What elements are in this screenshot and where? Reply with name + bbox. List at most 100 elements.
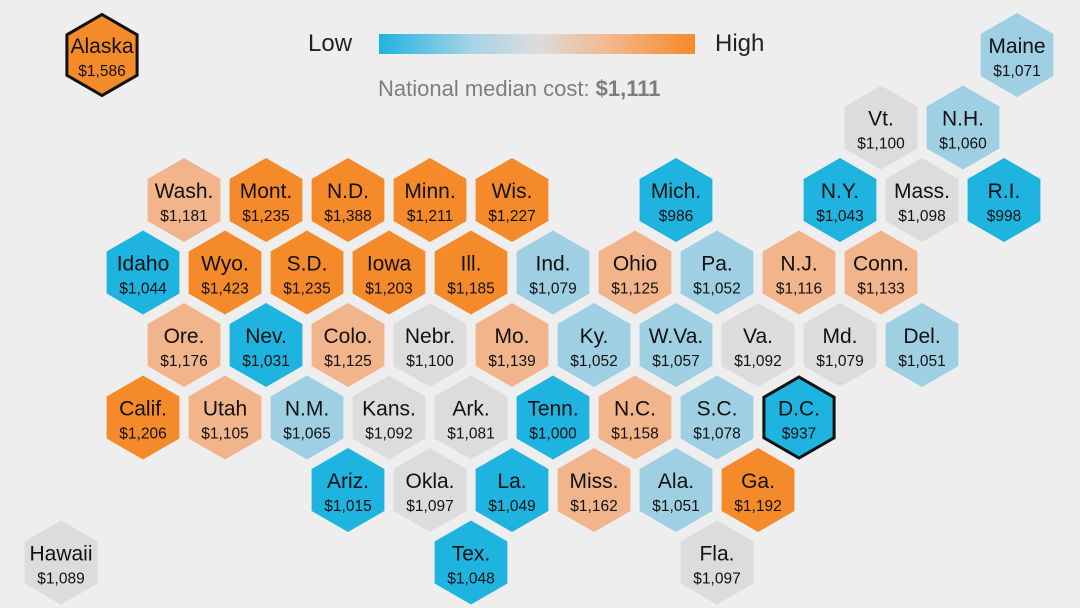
state-name-calif: Calif. <box>119 398 167 421</box>
hex-shape-minn <box>393 158 467 242</box>
hex-shape-calif <box>106 375 180 460</box>
state-hex-mont: Mont. $1,235 <box>229 158 303 242</box>
hex-shape-conn <box>844 230 918 315</box>
state-hex-r-i: R.I. $998 <box>967 158 1041 242</box>
state-hex-ohio: Ohio $1,125 <box>598 230 672 315</box>
state-hex-ga: Ga. $1,192 <box>721 448 795 532</box>
state-name-ariz: Ariz. <box>327 470 369 493</box>
state-cost-ind: $1,079 <box>529 281 576 298</box>
national-median: National median cost: $1,111 <box>378 76 661 102</box>
state-cost-utah: $1,105 <box>201 426 248 443</box>
state-hex-n-d: N.D. $1,388 <box>311 158 385 242</box>
state-name-ind: Ind. <box>535 253 570 276</box>
state-hex-mass: Mass. $1,098 <box>885 158 959 242</box>
state-name-iowa: Iowa <box>367 253 412 276</box>
state-name-s-c: S.C. <box>697 398 738 421</box>
state-name-md: Md. <box>822 325 857 348</box>
state-name-wis: Wis. <box>492 180 533 203</box>
hex-shape-md <box>803 303 877 387</box>
state-cost-w-va: $1,057 <box>652 353 699 370</box>
state-name-minn: Minn. <box>404 180 455 203</box>
median-value: $1,111 <box>595 76 661 101</box>
state-hex-utah: Utah $1,105 <box>188 375 262 460</box>
state-name-ala: Ala. <box>658 470 694 493</box>
state-cost-ga: $1,192 <box>734 498 781 515</box>
state-name-n-m: N.M. <box>285 398 329 421</box>
state-name-n-y: N.Y. <box>821 180 859 203</box>
state-cost-r-i: $998 <box>987 208 1021 225</box>
state-cost-ore: $1,176 <box>160 353 207 370</box>
state-name-mo: Mo. <box>494 325 529 348</box>
state-cost-idaho: $1,044 <box>119 281 167 298</box>
state-hex-ala: Ala. $1,051 <box>639 448 713 532</box>
state-cost-nev: $1,031 <box>242 353 289 370</box>
state-hex-d-c: D.C. $937 <box>762 375 836 460</box>
state-name-va: Va. <box>743 325 773 348</box>
state-cost-la: $1,049 <box>488 498 535 515</box>
hex-shape-utah <box>188 375 262 460</box>
legend-low-label: Low <box>308 30 353 57</box>
state-name-la: La. <box>497 470 526 493</box>
state-cost-ohio: $1,125 <box>611 281 658 298</box>
state-hex-vt: Vt. $1,100 <box>844 85 918 170</box>
state-cost-tex: $1,048 <box>447 571 494 588</box>
state-cost-ala: $1,051 <box>652 498 699 515</box>
hex-shape-ark <box>434 375 508 460</box>
state-name-alaska: Alaska <box>70 35 133 58</box>
state-hex-n-c: N.C. $1,158 <box>598 375 672 460</box>
state-name-n-c: N.C. <box>614 398 656 421</box>
state-cost-md: $1,079 <box>816 353 863 370</box>
state-hex-tex: Tex. $1,048 <box>434 520 508 605</box>
hex-shape-r-i <box>967 158 1041 242</box>
hex-shape-d-c <box>762 375 836 460</box>
state-hex-alaska: Alaska $1,586 <box>65 12 139 98</box>
state-cost-maine: $1,071 <box>993 63 1040 80</box>
state-name-utah: Utah <box>203 398 247 421</box>
state-name-ohio: Ohio <box>613 253 657 276</box>
state-name-vt: Vt. <box>868 108 894 131</box>
state-cost-n-h: $1,060 <box>939 136 987 153</box>
state-hex-fla: Fla. $1,097 <box>680 520 754 605</box>
hex-shape-colo <box>311 303 385 387</box>
state-cost-iowa: $1,203 <box>365 281 412 298</box>
hex-shape-ill <box>434 230 508 315</box>
hex-shape-w-va <box>639 303 713 387</box>
hex-shape-okla <box>393 448 467 532</box>
hex-shape-hawaii <box>24 520 98 605</box>
state-hex-s-c: S.C. $1,078 <box>680 375 754 460</box>
legend-color-scale <box>379 34 695 54</box>
state-cost-s-d: $1,235 <box>283 281 330 298</box>
state-name-n-d: N.D. <box>327 180 369 203</box>
state-cost-vt: $1,100 <box>857 136 905 153</box>
state-cost-mass: $1,098 <box>898 208 945 225</box>
hex-shape-tenn <box>516 375 590 460</box>
hex-shape-mich <box>639 158 713 242</box>
state-hex-n-m: N.M. $1,065 <box>270 375 344 460</box>
hex-shape-ala <box>639 448 713 532</box>
state-name-wyo: Wyo. <box>201 253 249 276</box>
state-cost-miss: $1,162 <box>570 498 617 515</box>
state-hex-ill: Ill. $1,185 <box>434 230 508 315</box>
state-hex-maine: Maine $1,071 <box>980 13 1054 97</box>
hex-shape-vt <box>844 85 918 170</box>
state-cost-n-d: $1,388 <box>324 208 371 225</box>
state-cost-ark: $1,081 <box>447 426 494 443</box>
state-hex-la: La. $1,049 <box>475 448 549 532</box>
hex-shape-pa <box>680 230 754 315</box>
hex-shape-maine <box>980 13 1054 97</box>
state-cost-ky: $1,052 <box>570 353 617 370</box>
state-cost-pa: $1,052 <box>693 281 740 298</box>
hex-shape-va <box>721 303 795 387</box>
state-cost-s-c: $1,078 <box>693 426 740 443</box>
hex-shape-ky <box>557 303 631 387</box>
state-hex-s-d: S.D. $1,235 <box>270 230 344 315</box>
state-cost-calif: $1,206 <box>119 426 166 443</box>
hex-shape-nebr <box>393 303 467 387</box>
state-name-ill: Ill. <box>461 253 482 276</box>
state-name-d-c: D.C. <box>778 398 820 421</box>
state-name-ga: Ga. <box>741 470 775 493</box>
state-cost-colo: $1,125 <box>324 353 371 370</box>
state-name-pa: Pa. <box>701 253 733 276</box>
state-name-mass: Mass. <box>894 180 950 203</box>
